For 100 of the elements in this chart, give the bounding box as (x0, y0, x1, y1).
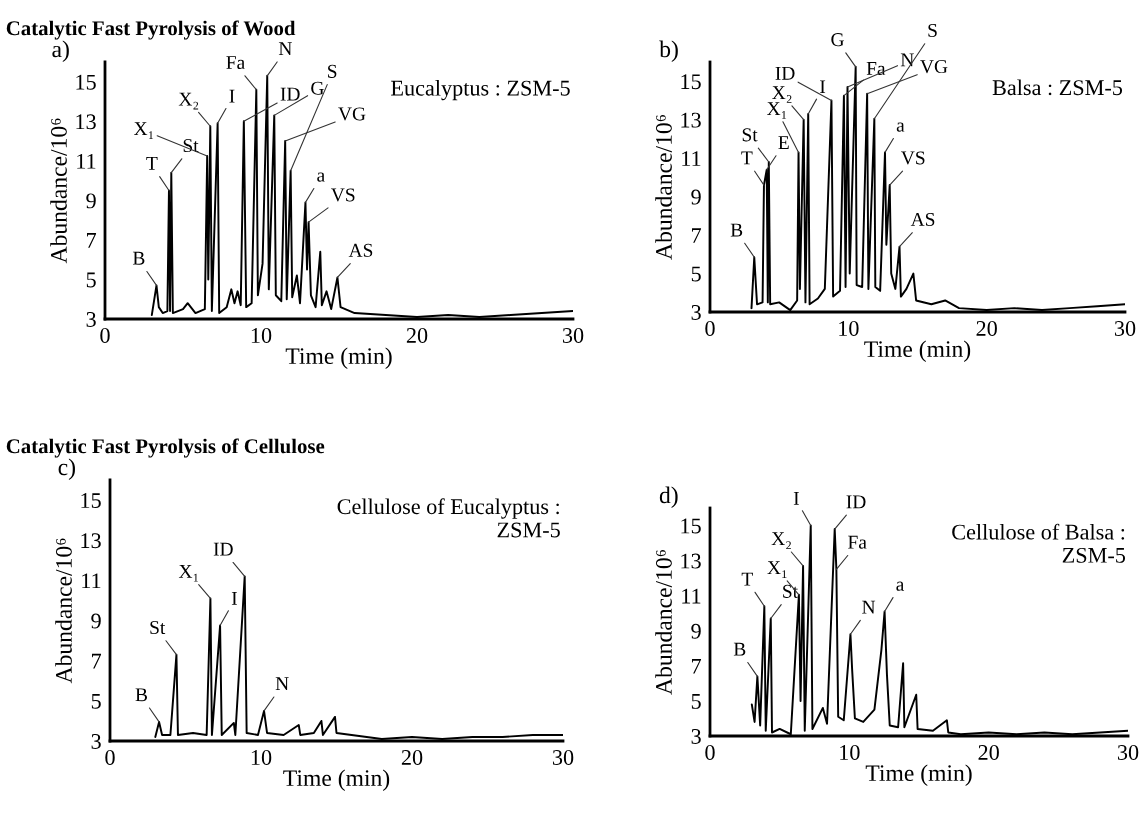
annotation: Cellulose of Balsa : ZSM-5 (952, 523, 1126, 563)
x-tick-label: 0 (100, 327, 110, 343)
y-axis-title: Abundance/10⁶ (55, 538, 72, 684)
y-axis-title: Abundance/10⁶ (50, 118, 67, 264)
y-tick-label: 5 (91, 694, 101, 709)
y-tick-label: 3 (86, 311, 96, 327)
annotation: B (135, 688, 148, 702)
y-tick-label: 5 (86, 272, 96, 288)
y-tick-label: 15 (681, 518, 701, 534)
annotation: E (778, 136, 789, 149)
y-axis-title: Abundance/10⁶ (655, 115, 672, 260)
annotation: ID (775, 66, 795, 80)
annotation: X₁ (767, 561, 787, 578)
y-tick-label: 15 (681, 74, 701, 90)
annotation: St (742, 128, 758, 142)
y-tick-label: 5 (691, 266, 701, 282)
x-tick-label: 0 (705, 320, 715, 336)
annotation: X₁ (767, 102, 787, 119)
annotation: AS (348, 243, 373, 257)
y-tick-label: 5 (691, 694, 701, 709)
y-tick-label: 9 (691, 189, 701, 205)
y-tick-label: 13 (681, 112, 701, 128)
annotation: St (150, 620, 166, 635)
annotation: VS (901, 151, 925, 165)
chart-title: Catalytic Fast Pyrolysis of Wood (6, 20, 296, 40)
annotation: T (741, 572, 753, 586)
x-tick-label: 0 (105, 749, 115, 765)
annotation: Balsa : ZSM-5 (992, 79, 1123, 96)
y-tick-label: 7 (692, 659, 702, 674)
annotation: Eucalyptus : ZSM-5 (391, 79, 570, 101)
annotation: ID (213, 542, 233, 556)
x-axis-title: Time (min) (864, 340, 971, 362)
x-tick-label: 20 (976, 320, 997, 336)
annotation: Cellulose of Eucalyptus : ZSM-5 (337, 498, 560, 538)
y-tick-label: 9 (691, 623, 701, 639)
chart-title: Catalytic Fast Pyrolysis of Cellulose (6, 438, 325, 458)
annotation: VG (920, 60, 948, 74)
x-axis-title: Time (min) (285, 347, 392, 369)
y-tick-label: 3 (91, 733, 101, 749)
annotation: X₁ (178, 564, 198, 582)
annotation: T (741, 151, 753, 165)
annotation: B (730, 223, 743, 237)
y-tick-label: 7 (87, 233, 97, 248)
annotation: G (311, 81, 324, 95)
annotation: VS (331, 188, 355, 202)
chart-subtitle: d) (659, 486, 678, 508)
annotation: B (132, 251, 145, 265)
x-axis-title: Time (min) (283, 769, 390, 791)
annotation: S (928, 23, 937, 37)
annotation: N (862, 600, 876, 614)
annotation: I (820, 80, 826, 94)
annotation: Fa (226, 56, 245, 70)
y-tick-label: 9 (91, 613, 101, 629)
annotation: Fa (848, 535, 867, 549)
annotation: I (793, 492, 799, 505)
x-tick-label: 20 (978, 744, 999, 760)
y-tick-label: 7 (692, 228, 702, 243)
x-tick-label: 30 (552, 749, 574, 765)
annotation: X₂ (771, 532, 791, 550)
annotation: X₁ (134, 122, 154, 139)
annotation: Fa (866, 62, 886, 76)
x-tick-label: 30 (562, 327, 584, 343)
annotation: N (278, 42, 292, 56)
annotation: N (900, 53, 914, 67)
x-tick-label: 20 (401, 749, 423, 765)
annotation: X₂ (772, 86, 792, 103)
annotation: a (896, 581, 905, 591)
x-tick-label: 10 (251, 749, 272, 765)
x-tick-label: 10 (839, 320, 859, 336)
annotation: St (783, 584, 798, 598)
annotation: a (317, 172, 325, 182)
annotation: ID (280, 87, 300, 101)
x-tick-label: 0 (705, 744, 715, 760)
y-tick-label: 3 (691, 304, 701, 320)
annotation: G (831, 33, 844, 47)
x-tick-label: 30 (1114, 320, 1136, 336)
y-tick-label: 9 (86, 193, 96, 209)
annotation: S (328, 64, 337, 78)
y-tick-label: 11 (682, 588, 701, 604)
y-tick-label: 11 (682, 151, 701, 166)
x-tick-label: 20 (406, 327, 428, 343)
y-tick-label: 13 (681, 553, 701, 569)
x-tick-label: 10 (840, 744, 860, 760)
y-axis-title: Abundance/10⁶ (655, 550, 672, 695)
x-axis-title: Time (min) (865, 764, 972, 786)
x-tick-label: 10 (251, 327, 272, 343)
y-tick-label: 11 (82, 573, 101, 589)
annotation: VG (338, 107, 366, 121)
chart-subtitle: c) (58, 458, 75, 480)
annotation: AS (910, 212, 935, 226)
chart-subtitle: a) (52, 40, 69, 62)
y-tick-label: 7 (92, 653, 102, 669)
y-tick-label: 15 (81, 493, 101, 509)
y-tick-label: 15 (76, 74, 96, 90)
y-tick-label: 13 (76, 114, 96, 130)
y-tick-label: 11 (77, 153, 96, 169)
annotation: B (733, 642, 746, 656)
y-tick-label: 13 (81, 533, 101, 549)
annotation: St (183, 139, 199, 153)
y-tick-label: 3 (691, 728, 701, 744)
